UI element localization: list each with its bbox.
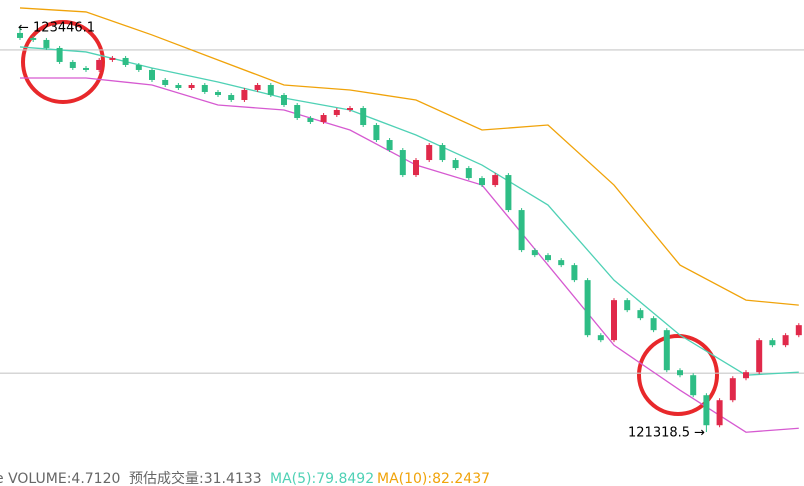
candle-body <box>729 378 736 401</box>
candle-body <box>558 260 565 266</box>
band-line <box>19 46 799 376</box>
footer-text: e VOLUME:4.7120 <box>0 471 120 486</box>
candle-body <box>294 105 301 119</box>
band-line <box>20 77 799 433</box>
footer-text: MA(10):82.2437 <box>377 471 490 486</box>
candle-body <box>677 370 683 376</box>
candle-body <box>135 64 142 70</box>
candle-body <box>690 375 697 396</box>
candle-body <box>333 110 340 116</box>
candle-body <box>571 265 578 281</box>
candle-body <box>624 300 631 311</box>
candle-body <box>96 59 103 70</box>
candle-body <box>663 330 670 371</box>
candle-body <box>413 160 419 176</box>
candle-body <box>254 84 261 90</box>
candle-body <box>505 175 512 211</box>
candle-body <box>452 160 459 169</box>
candle-body <box>109 57 116 60</box>
candle-body <box>56 47 63 62</box>
candle-body <box>386 140 393 151</box>
candle-body <box>650 318 657 331</box>
footer-text: MA(5):79.8492 <box>270 471 374 486</box>
candle-body <box>782 335 789 346</box>
candle-body <box>43 39 50 48</box>
candle-body <box>597 335 604 341</box>
candle-body <box>716 400 723 426</box>
candle-body <box>228 95 235 100</box>
candle-body <box>17 32 23 38</box>
highlight-circle <box>637 334 719 416</box>
candle-body <box>201 84 208 92</box>
max-label: ← 123446.1 <box>18 21 95 36</box>
candle-body <box>320 115 327 123</box>
candle-body <box>439 145 446 161</box>
candle-body <box>637 310 644 319</box>
footer-text: 预估成交量:31.4133 <box>129 470 262 486</box>
candle-body <box>479 178 485 186</box>
candle-body <box>465 168 472 179</box>
candle-body <box>373 125 380 141</box>
candle-body <box>162 79 169 85</box>
candle-body <box>83 67 89 70</box>
candle-body <box>149 69 155 80</box>
candle-body <box>703 395 710 426</box>
candle-body <box>399 150 406 176</box>
candle-body <box>584 280 591 336</box>
min-label: 121318.5 → <box>628 426 705 441</box>
candle-body <box>756 340 763 373</box>
band-line <box>19 7 799 306</box>
candle-body <box>188 84 195 88</box>
candle-body <box>611 300 617 341</box>
candle-body <box>545 255 551 261</box>
candle-body <box>492 175 499 186</box>
candle-body <box>241 89 248 100</box>
candle-body <box>122 57 129 65</box>
candle-body <box>426 145 433 161</box>
candle-body <box>281 95 287 106</box>
candle-body <box>795 325 802 336</box>
candle-body <box>267 84 274 96</box>
candle-body <box>30 37 37 40</box>
candle-body <box>360 108 367 126</box>
highlight-circle <box>21 20 105 104</box>
candle-body <box>531 250 538 256</box>
candle-body <box>215 91 221 96</box>
candle-body <box>69 61 76 68</box>
candle-body <box>743 372 749 379</box>
candle-body <box>518 210 525 251</box>
candle-body <box>175 84 182 88</box>
candle-body <box>347 108 353 111</box>
candle-body <box>769 340 776 346</box>
candle-body <box>307 118 314 123</box>
